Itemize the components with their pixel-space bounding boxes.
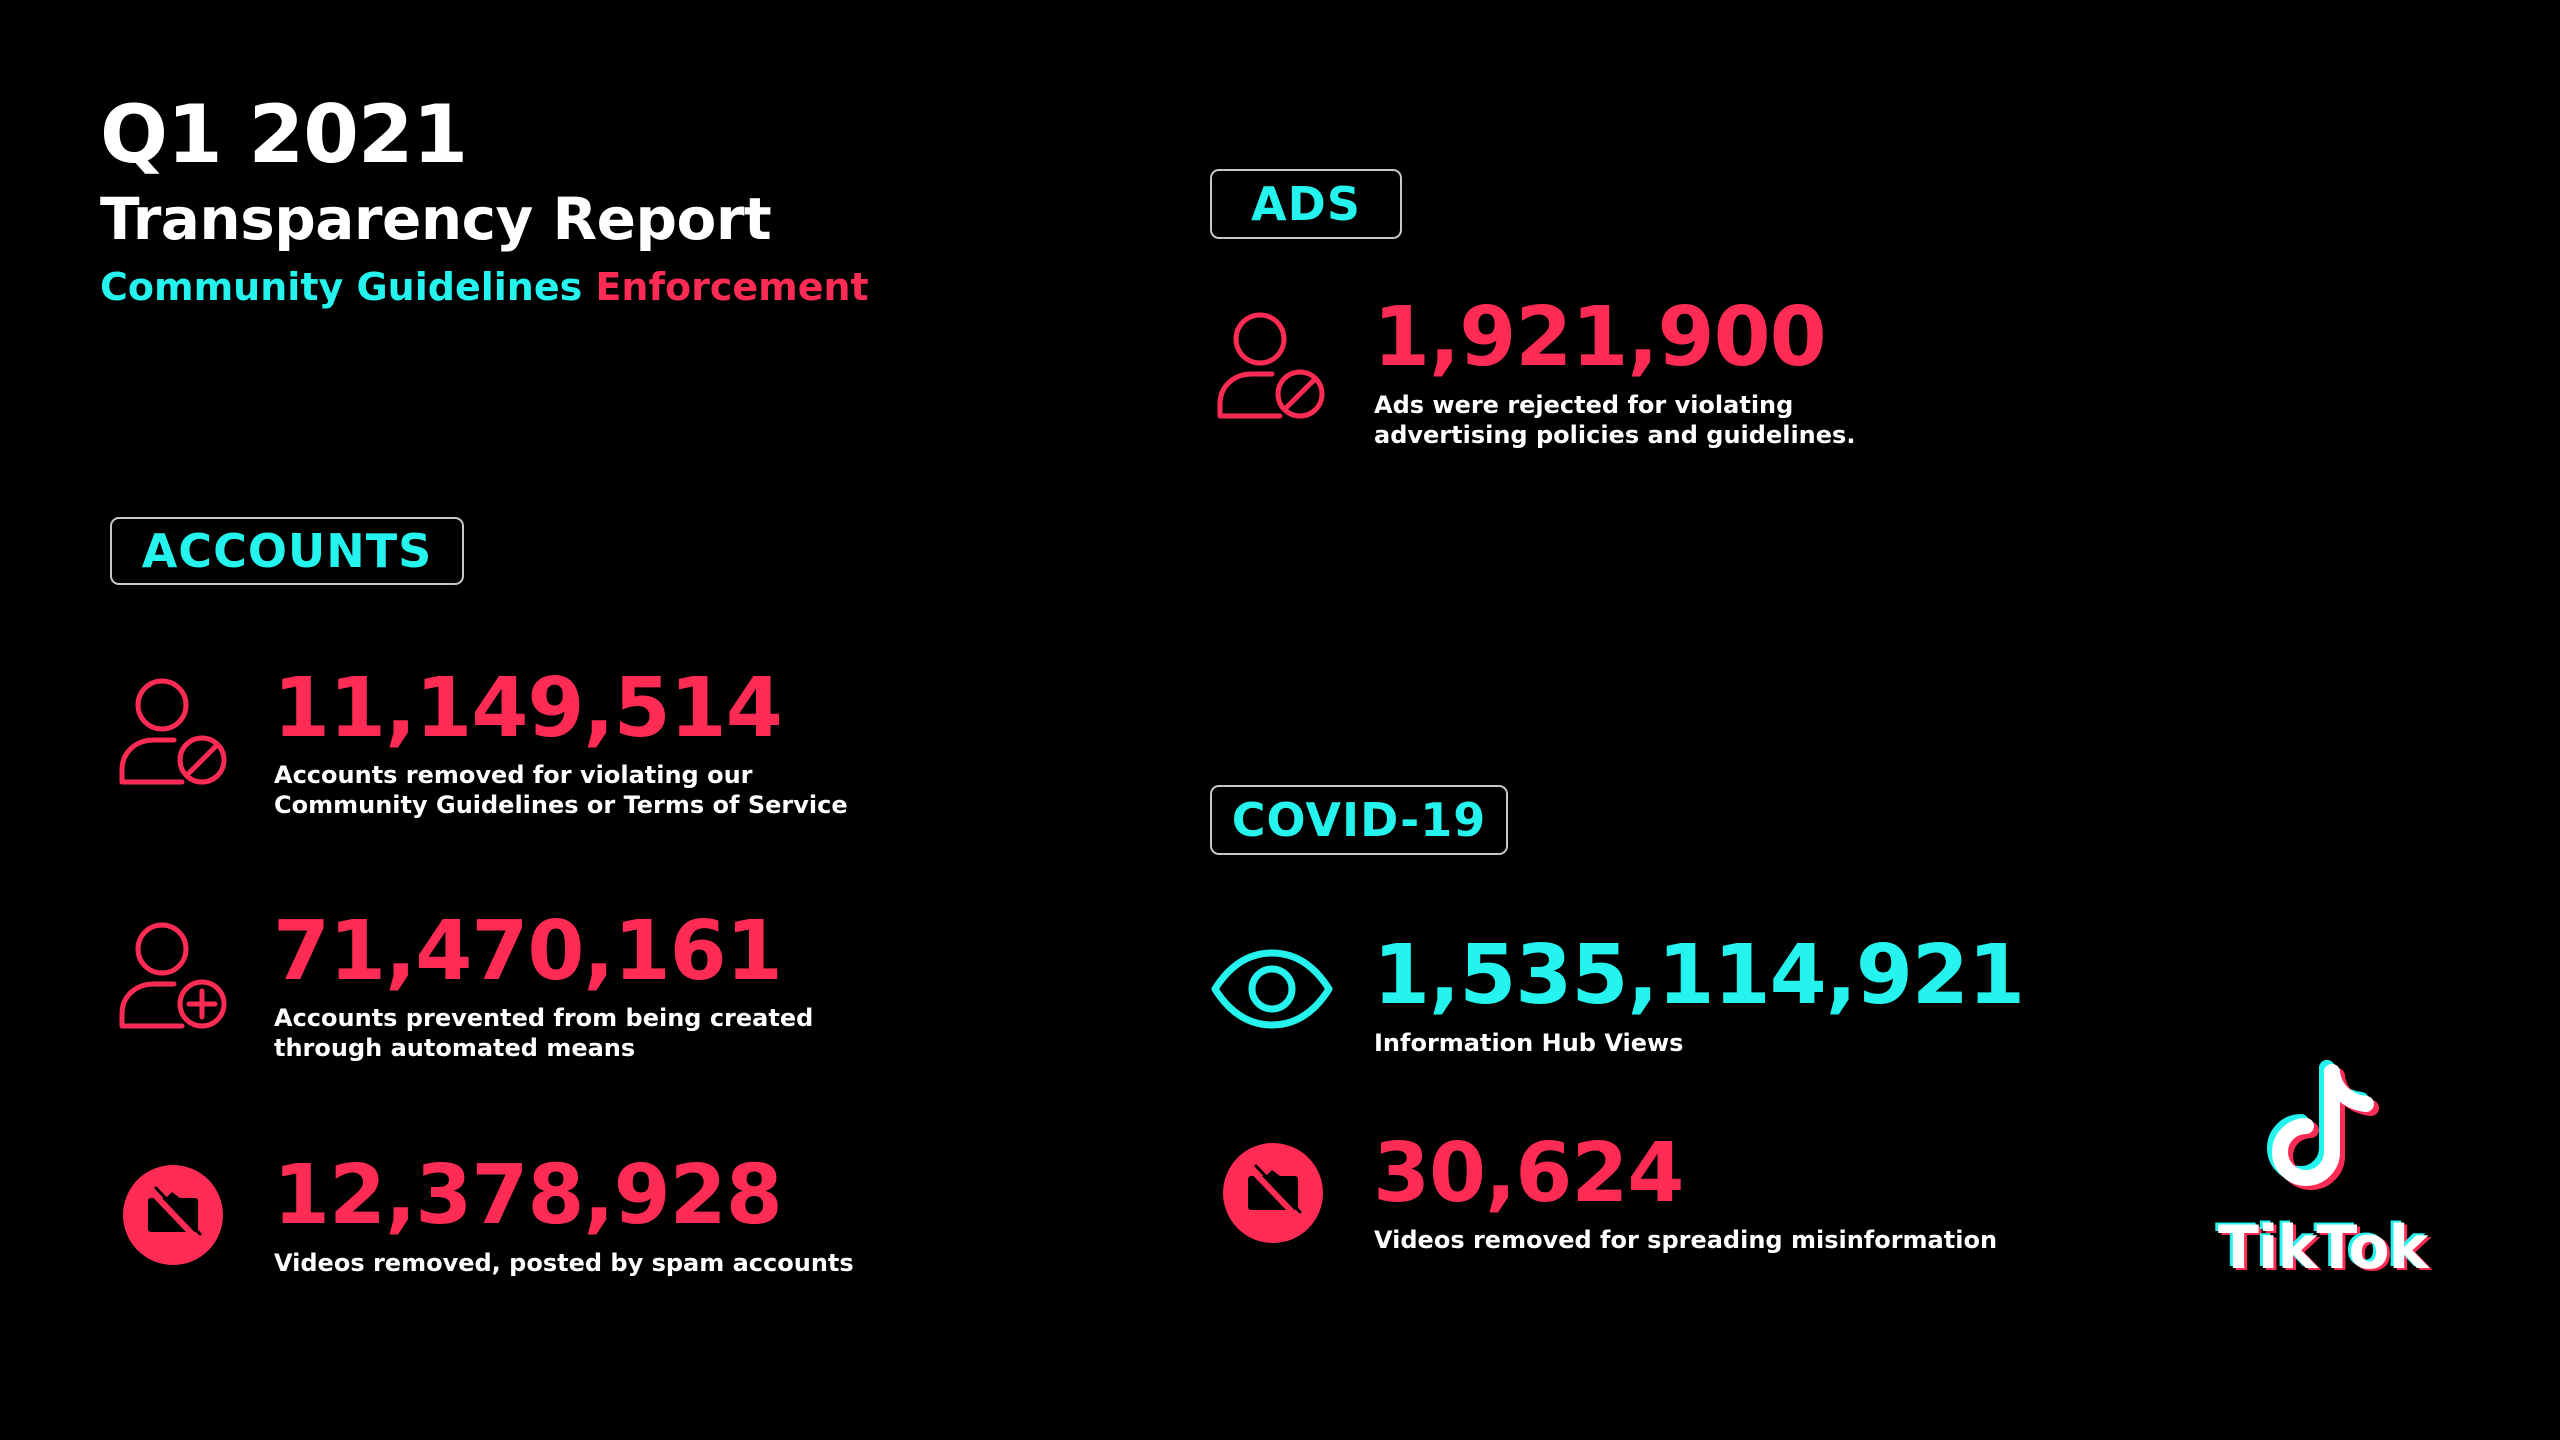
stat-description-line: Accounts prevented from being created bbox=[274, 1004, 814, 1032]
stat-description-accounts-prevented: Accounts prevented from being created th… bbox=[274, 1003, 813, 1063]
stat-value-info-hub-views: 1,535,114,921 bbox=[1373, 928, 2025, 1023]
tagline-part-enforcement: Enforcement bbox=[595, 265, 869, 309]
stat-description-spam-videos-removed: Videos removed, posted by spam accounts bbox=[274, 1248, 854, 1278]
stat-description-line: Ads were rejected for violating bbox=[1374, 391, 1794, 419]
tagline-part-community-guidelines: Community Guidelines bbox=[100, 265, 583, 309]
stat-description-info-hub-views: Information Hub Views bbox=[1374, 1028, 1683, 1058]
tiktok-wordmark: TikTok bbox=[2218, 1213, 2428, 1283]
video-off-icon bbox=[122, 1164, 224, 1266]
tiktok-note-icon bbox=[2262, 1060, 2392, 1200]
stat-description-line: Videos removed for spreading misinformat… bbox=[1374, 1226, 1998, 1254]
stat-description-misinformation-videos-removed: Videos removed for spreading misinformat… bbox=[1374, 1225, 1997, 1255]
stat-value-accounts-prevented: 71,470,161 bbox=[273, 904, 783, 999]
stat-description-line: Accounts removed for violating our bbox=[274, 761, 753, 789]
stat-value-misinformation-videos-removed: 30,624 bbox=[1373, 1126, 1684, 1221]
stat-description-ads-rejected: Ads were rejected for violating advertis… bbox=[1374, 390, 1855, 450]
stat-value-spam-videos-removed: 12,378,928 bbox=[273, 1148, 783, 1243]
stat-description-line: advertising policies and guidelines. bbox=[1374, 421, 1856, 449]
stat-description-accounts-removed: Accounts removed for violating our Commu… bbox=[274, 760, 848, 820]
stat-description-line: through automated means bbox=[274, 1034, 636, 1062]
eye-icon bbox=[1210, 948, 1334, 1030]
report-quarter: Q1 2021 bbox=[100, 88, 468, 181]
stat-value-ads-rejected: 1,921,900 bbox=[1373, 290, 1827, 385]
user-blocked-icon bbox=[112, 672, 230, 790]
section-label-covid: COVID-19 bbox=[1210, 785, 1508, 855]
report-tagline: Community Guidelines Enforcement bbox=[100, 268, 869, 306]
stat-description-line: Community Guidelines or Terms of Service bbox=[274, 791, 848, 819]
user-add-icon bbox=[112, 916, 230, 1034]
stat-description-line: Videos removed, posted by spam accounts bbox=[274, 1249, 854, 1277]
stat-value-accounts-removed: 11,149,514 bbox=[273, 661, 783, 756]
report-title: Transparency Report bbox=[100, 185, 772, 253]
section-label-ads: ADS bbox=[1210, 169, 1402, 239]
section-label-accounts: ACCOUNTS bbox=[110, 517, 464, 585]
stat-description-line: Information Hub Views bbox=[1374, 1029, 1684, 1057]
user-blocked-icon bbox=[1210, 306, 1328, 424]
video-off-icon bbox=[1222, 1142, 1324, 1244]
